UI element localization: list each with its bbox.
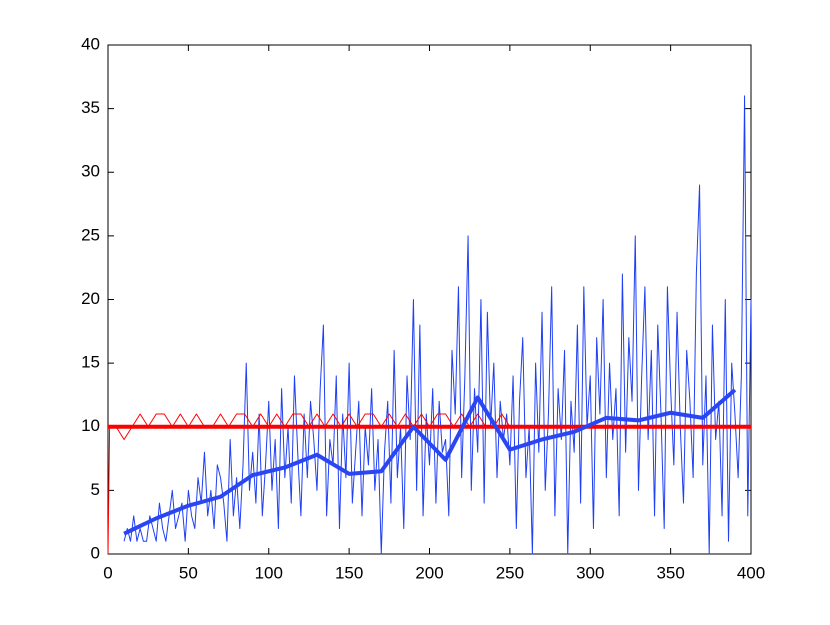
plot-frame (107, 44, 752, 555)
y-tick-label: 5 (91, 480, 100, 499)
x-tick-label: 150 (335, 563, 363, 582)
x-tick-label: 100 (255, 563, 283, 582)
x-tick-label: 0 (103, 563, 112, 582)
y-tick-label: 35 (81, 98, 100, 117)
x-tick-label: 400 (737, 563, 765, 582)
series-line (123, 388, 737, 536)
y-tick-label: 0 (91, 543, 100, 562)
x-tick-label: 350 (656, 563, 684, 582)
x-tick-label: 200 (415, 563, 443, 582)
y-tick-label: 10 (81, 416, 100, 435)
y-tick-label: 40 (81, 34, 100, 53)
y-tick-label: 25 (81, 225, 100, 244)
x-tick-label: 50 (179, 563, 198, 582)
y-tick-label: 15 (81, 353, 100, 372)
x-tick-label: 250 (496, 563, 524, 582)
series-line (107, 413, 511, 555)
x-tick-label: 300 (576, 563, 604, 582)
y-tick-label: 30 (81, 162, 100, 181)
y-tick-label: 20 (81, 289, 100, 308)
